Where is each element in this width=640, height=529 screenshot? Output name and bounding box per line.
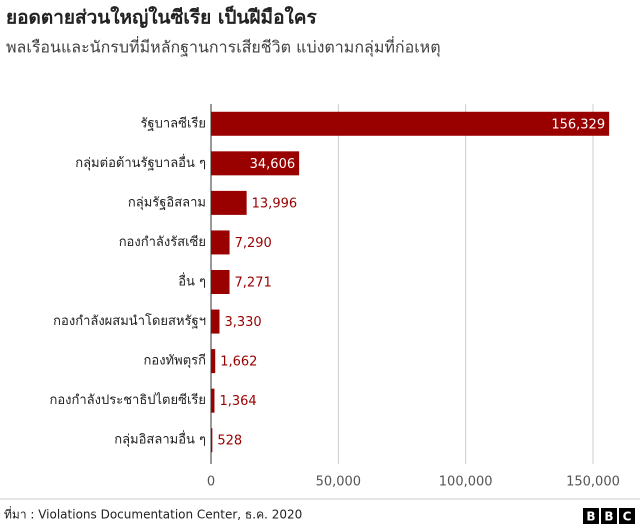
value-label: 34,606 xyxy=(250,157,296,172)
bbc-letter: C xyxy=(623,510,632,524)
value-label: 13,996 xyxy=(252,196,297,211)
y-tick-label: กองกำลังผสมนำโดยสหรัฐฯ xyxy=(53,313,206,329)
bar xyxy=(211,349,216,374)
bar xyxy=(211,270,230,294)
x-tick-label: 150,000 xyxy=(566,475,620,490)
y-tick-label: อื่น ๆ xyxy=(178,273,206,290)
y-tick-label: กองทัพตุรกี xyxy=(144,353,206,369)
x-tick-label: 100,000 xyxy=(439,475,493,490)
x-tick-label: 50,000 xyxy=(316,475,362,490)
value-label: 7,290 xyxy=(235,236,272,251)
bar xyxy=(211,111,610,136)
value-label: 1,364 xyxy=(219,394,256,409)
bar xyxy=(211,309,220,334)
chart-title: ยอดตายส่วนใหญ่ในซีเรีย เป็นฝีมือใคร xyxy=(6,5,317,29)
y-tick-label: กลุ่มอิสลามอื่น ๆ xyxy=(114,431,206,448)
bar xyxy=(211,388,215,413)
y-tick-label: กลุ่มรัฐอิสลาม xyxy=(128,195,206,210)
x-tick-label: 0 xyxy=(207,475,215,490)
bbc-logo xyxy=(583,508,635,524)
y-tick-label: รัฐบาลซีเรีย xyxy=(140,115,206,131)
source: ที่มา : Violations Documentation Center,… xyxy=(4,506,302,522)
chart-subtitle: พลเรือนและนักรบที่มีหลักฐานการเสียชีวิต … xyxy=(6,36,441,58)
bar xyxy=(211,190,247,215)
y-tick-label: กลุ่มต่อต้านรัฐบาลอื่น ๆ xyxy=(75,154,206,171)
y-tick-label: กองกำลังประชาธิปไตยซีเรีย xyxy=(49,392,206,408)
value-label: 7,271 xyxy=(235,276,272,291)
bbc-letter: B xyxy=(586,510,595,524)
y-tick-label: กองกำลังรัสเซีย xyxy=(119,234,206,250)
value-label: 3,330 xyxy=(224,315,261,330)
bar xyxy=(211,428,213,453)
bar xyxy=(211,151,300,176)
bbc-letter: B xyxy=(604,510,613,524)
value-label: 528 xyxy=(217,434,242,449)
bar xyxy=(211,230,230,255)
value-label: 1,662 xyxy=(220,355,257,370)
value-label: 156,329 xyxy=(551,117,605,132)
